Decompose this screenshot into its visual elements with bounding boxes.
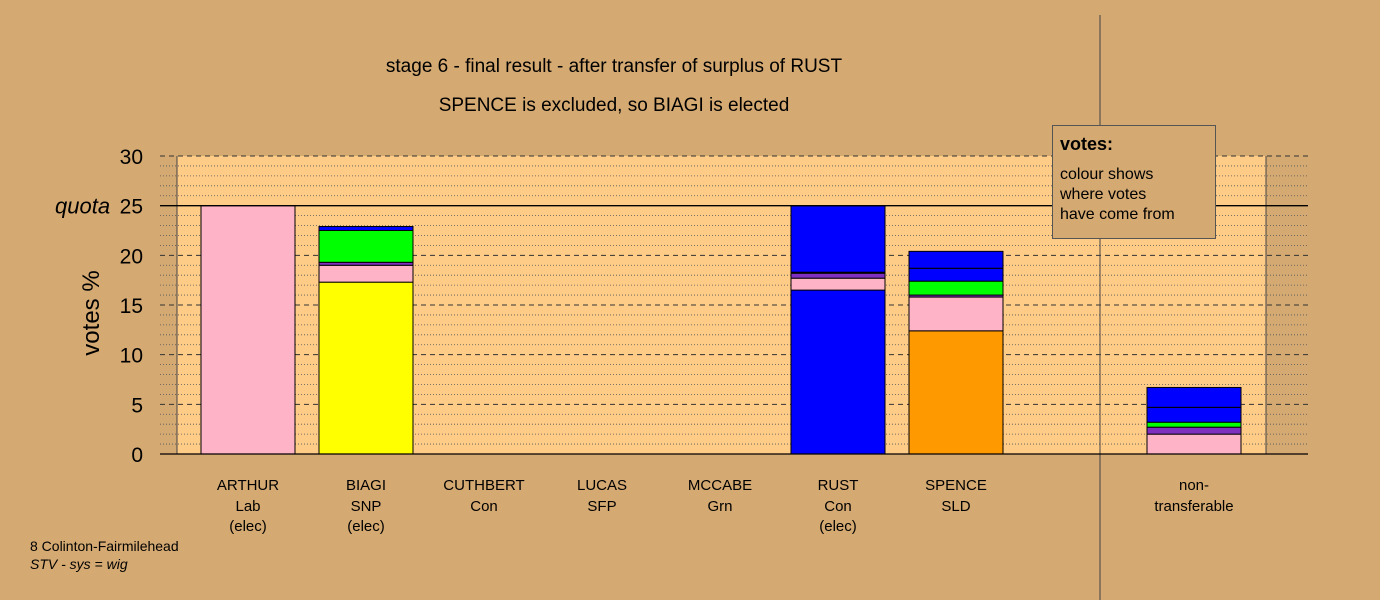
y-axis-label: votes % <box>78 270 105 355</box>
bar-spence-segment <box>908 267 1004 282</box>
bar-biagi-segment <box>318 281 414 455</box>
legend-line: have come from <box>1060 206 1175 223</box>
bar-biagi-segment <box>318 264 414 283</box>
x-label-status: (elec) <box>347 518 385 535</box>
chart-subtitle: SPENCE is excluded, so BIAGI is elected <box>439 95 790 116</box>
bar-arthur-segment <box>200 205 296 455</box>
x-label-nontransferable: non- <box>1179 477 1209 494</box>
bar-spence-segment <box>908 280 1004 296</box>
x-label-party: SFP <box>587 498 616 515</box>
x-label-nontransferable: transferable <box>1154 498 1233 515</box>
x-label-status: (elec) <box>229 518 267 535</box>
x-label-party: SLD <box>941 498 970 515</box>
x-label-name: ARTHUR <box>217 477 279 494</box>
bar-biagi-segment <box>318 226 414 232</box>
bar-nontransferable-segment <box>1146 433 1242 455</box>
bar-rust-segment <box>790 289 886 455</box>
x-label-party: Con <box>824 498 852 515</box>
x-label-name: SPENCE <box>925 477 987 494</box>
y-tick-label: 10 <box>120 345 143 368</box>
y-tick-label: 20 <box>120 245 143 268</box>
legend-title: votes: <box>1060 134 1114 154</box>
chart-title: stage 6 - final result - after transfer … <box>386 56 843 77</box>
legend-line: colour shows <box>1060 166 1154 183</box>
bar-rust-segment <box>790 272 886 279</box>
y-tick-label: 15 <box>120 295 143 318</box>
bar-spence-segment <box>908 330 1004 455</box>
x-label-status: (elec) <box>819 518 857 535</box>
y-tick-label: 0 <box>131 444 143 467</box>
x-label-party: Grn <box>707 498 732 515</box>
y-tick-label: 30 <box>120 146 143 169</box>
x-label-party: Con <box>470 498 498 515</box>
bar-spence-segment <box>908 250 1004 269</box>
y-tick-label: 25 <box>120 196 143 219</box>
bar-rust-segment <box>790 205 886 273</box>
x-label-party: SNP <box>351 498 382 515</box>
bar-nontransferable-segment <box>1146 421 1242 428</box>
bar-rust-segment <box>790 277 886 291</box>
quota-label: quota <box>55 194 110 219</box>
y-tick-label: 5 <box>131 394 143 417</box>
x-label-name: BIAGI <box>346 477 386 494</box>
legend-line: where votes <box>1060 186 1147 203</box>
bar-nontransferable-segment <box>1146 406 1242 423</box>
bar-nontransferable-segment <box>1146 386 1242 408</box>
bar-nontransferable-segment <box>1146 426 1242 435</box>
footer: 8 Colinton-Fairmilehead STV - sys = wig <box>30 537 179 573</box>
bar-spence-segment <box>908 296 1004 332</box>
bar-biagi-segment <box>318 230 414 263</box>
x-label-name: LUCAS <box>577 477 627 494</box>
x-label-name: CUTHBERT <box>443 477 524 494</box>
x-label-name: RUST <box>818 477 859 494</box>
system-label: STV - sys = wig <box>30 556 128 572</box>
x-label-party: Lab <box>235 498 260 515</box>
legend-box: votes: colour shows where votes have com… <box>1052 125 1216 239</box>
ward-name: 8 Colinton-Fairmilehead <box>30 538 179 554</box>
x-label-name: MCCABE <box>688 477 752 494</box>
